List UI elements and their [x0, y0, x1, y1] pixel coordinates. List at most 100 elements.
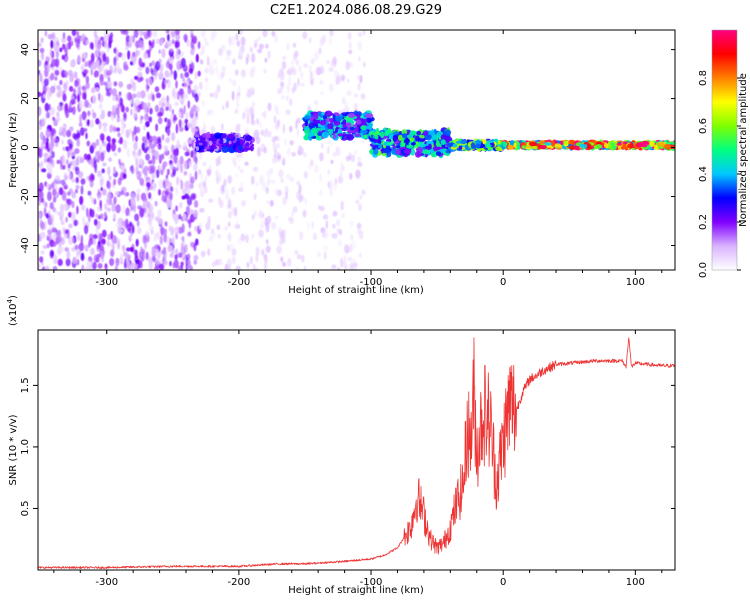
spectrogram-noise-cell — [194, 225, 198, 232]
spectrogram-noise-cell — [182, 141, 187, 150]
spectrogram-noise-cell — [189, 183, 194, 189]
spectrogram-noise-cell — [208, 198, 214, 203]
spectrogram-noise-cell — [46, 147, 50, 152]
spectrogram-noise-cell — [54, 210, 60, 215]
spectrogram-noise-cell — [254, 42, 257, 49]
spectrogram-noise-cell — [342, 76, 345, 82]
spectrogram-noise-cell — [302, 31, 308, 40]
spectrogram-noise-cell — [69, 71, 73, 78]
spectrogram-noise-cell — [98, 120, 102, 130]
spectrogram-noise-cell — [303, 171, 308, 179]
spectrogram-noise-cell — [64, 229, 69, 235]
spectrogram-noise-cell — [184, 71, 190, 78]
spectrogram-noise-cell — [246, 262, 250, 268]
spectrogram-noise-cell — [348, 49, 353, 55]
spectrogram-noise-cell — [194, 116, 199, 121]
spectrogram-signal-cell — [332, 133, 337, 139]
spectrogram-noise-cell — [216, 70, 222, 81]
spectrogram-signal-cell — [528, 141, 537, 147]
spectrogram-noise-cell — [95, 213, 99, 219]
spectrogram-noise-cell — [355, 199, 360, 205]
spectrogram-noise-cell — [221, 66, 226, 72]
spectrogram-noise-cell — [190, 39, 194, 50]
spectrogram-signal-cell — [550, 140, 556, 147]
spectrogram-noise-cell — [121, 125, 125, 135]
spectrogram-noise-cell — [187, 259, 191, 269]
spectrogram-noise-cell — [111, 243, 115, 252]
spectrogram-noise-cell — [157, 117, 163, 125]
spectrogram-noise-cell — [255, 246, 260, 256]
y-tick-label: 0 — [20, 144, 31, 150]
spectrogram-signal-cell — [495, 146, 502, 152]
spectrogram-noise-cell — [356, 223, 362, 228]
spectrogram-noise-cell — [123, 139, 128, 150]
spectrogram-noise-cell — [277, 154, 281, 160]
spectrogram-noise-cell — [167, 73, 173, 78]
spectrogram-noise-cell — [42, 84, 47, 94]
spectrogram-noise-cell — [168, 63, 173, 71]
spectrogram-noise-cell — [115, 257, 120, 267]
spectrogram-noise-cell — [73, 71, 78, 79]
spectrogram-noise-cell — [235, 173, 239, 177]
spectrogram-noise-cell — [111, 202, 116, 213]
spectrogram-signal-cell — [337, 128, 342, 134]
spectrogram-noise-cell — [148, 165, 154, 175]
spectrogram-noise-cell — [143, 200, 147, 206]
spectrogram-noise-cell — [62, 226, 65, 234]
spectrogram-noise-cell — [161, 153, 165, 160]
spectrogram-noise-cell — [240, 36, 246, 47]
spectrogram-noise-cell — [240, 233, 246, 242]
spectrogram-noise-cell — [361, 189, 366, 195]
spectrogram-noise-cell — [165, 30, 170, 34]
spectrogram-noise-cell — [60, 246, 64, 253]
spectrogram-noise-cell — [45, 128, 51, 138]
spectrogram-noise-cell — [63, 203, 68, 212]
spectrogram-noise-cell — [110, 230, 113, 240]
spectrogram-noise-cell — [83, 224, 89, 235]
spectrogram-noise-cell — [117, 147, 122, 153]
spectrogram-noise-cell — [68, 223, 73, 229]
spectrogram-noise-cell — [76, 231, 81, 241]
spectrogram-signal-cell — [213, 132, 222, 139]
spectrogram-noise-cell — [54, 76, 58, 81]
spectrogram-noise-cell — [130, 196, 136, 207]
spectrogram-noise-cell — [148, 40, 152, 46]
spectrogram-noise-cell — [201, 99, 205, 107]
spectrogram-noise-cell — [87, 213, 91, 223]
spectrogram-noise-cell — [235, 125, 241, 133]
spectrogram-noise-cell — [313, 51, 319, 61]
spectrogram-noise-cell — [263, 254, 267, 260]
spectrogram-noise-cell — [291, 210, 295, 217]
spectrogram-noise-cell — [90, 52, 95, 63]
spectrogram-noise-cell — [332, 232, 338, 239]
spectrogram-noise-cell — [123, 64, 129, 71]
spectrogram-noise-cell — [128, 235, 132, 242]
spectrogram-noise-cell — [139, 76, 144, 82]
spectrogram-noise-cell — [46, 161, 52, 172]
spectrogram-noise-cell — [236, 100, 240, 108]
spectrogram-noise-cell — [277, 136, 281, 142]
spectrogram-noise-cell — [302, 152, 307, 158]
spectrogram-noise-cell — [93, 198, 97, 205]
spectrogram-noise-cell — [265, 128, 268, 133]
spectrogram-noise-cell — [160, 38, 164, 45]
spectrogram-noise-cell — [154, 265, 159, 270]
spectrogram-noise-cell — [187, 231, 192, 237]
spectrogram-noise-cell — [238, 30, 243, 35]
spectrogram-noise-cell — [218, 196, 221, 206]
spectrogram-noise-cell — [69, 172, 72, 181]
spectrogram-noise-cell — [168, 39, 172, 47]
spectrogram-signal-cell — [502, 142, 507, 147]
spectrogram-noise-cell — [193, 259, 198, 265]
spectrogram-signal-cell — [544, 142, 552, 146]
spectrogram-noise-cell — [204, 76, 208, 83]
spectrogram-noise-cell — [64, 184, 69, 190]
spectrogram-noise-cell — [236, 40, 240, 47]
spectrogram-noise-cell — [251, 53, 256, 63]
spectrogram-noise-cell — [135, 238, 139, 247]
snr-plot-area — [38, 330, 675, 570]
spectrogram-noise-cell — [226, 265, 232, 270]
spectrogram-noise-cell — [314, 164, 319, 173]
spectrogram-noise-cell — [264, 57, 268, 63]
spectrogram-noise-cell — [62, 146, 67, 151]
